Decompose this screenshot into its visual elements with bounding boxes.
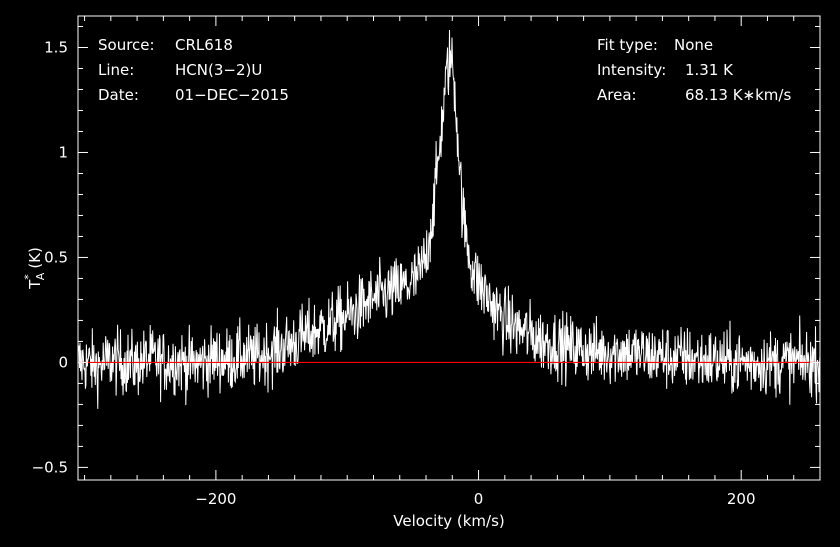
- x-axis-label: Velocity (km/s): [393, 512, 504, 530]
- spectrum-layer: [77, 29, 821, 409]
- y-axis-label-sub: A: [34, 272, 47, 280]
- y-tick-label: 0: [58, 353, 68, 371]
- y-axis-label-main: T: [26, 279, 44, 290]
- y-axis-label: T*A (K): [22, 247, 47, 290]
- axes-layer: [77, 15, 821, 481]
- intensity-value: 1.31 K: [685, 61, 734, 79]
- date-label: Date:: [98, 86, 139, 104]
- y-axis-label-star: *: [22, 274, 35, 280]
- tick-labels: −200 0 200 −0.5 0 0.5 1 1.5: [32, 38, 756, 508]
- date-value: 01−DEC−2015: [175, 86, 289, 104]
- source-label: Source:: [98, 36, 155, 54]
- y-axis-label-unit: (K): [26, 247, 44, 269]
- y-tick-label: 0.5: [44, 248, 68, 266]
- info-left: Source: CRL618 Line: HCN(3−2)U Date: 01−…: [98, 36, 289, 104]
- area-label: Area:: [597, 86, 637, 104]
- fit-type-value: None: [674, 36, 713, 54]
- x-tick-label: 200: [727, 490, 756, 508]
- y-tick-label: −0.5: [32, 458, 68, 476]
- source-value: CRL618: [175, 36, 233, 54]
- plot-frame: [77, 15, 821, 481]
- spectrum-line: [77, 29, 821, 409]
- fit-type-label: Fit type:: [597, 36, 658, 54]
- svg-text:T*A(K): T*A (K): [22, 247, 47, 290]
- info-right: Fit type: None Intensity: 1.31 K Area: 6…: [597, 36, 791, 104]
- y-tick-label: 1.5: [44, 38, 68, 56]
- line-label: Line:: [98, 61, 134, 79]
- x-tick-label: −200: [195, 490, 236, 508]
- area-value: 68.13 K∗km/s: [685, 86, 791, 104]
- y-tick-label: 1: [58, 143, 68, 161]
- x-tick-label: 0: [474, 490, 484, 508]
- intensity-label: Intensity:: [597, 61, 666, 79]
- line-value: HCN(3−2)U: [175, 61, 262, 79]
